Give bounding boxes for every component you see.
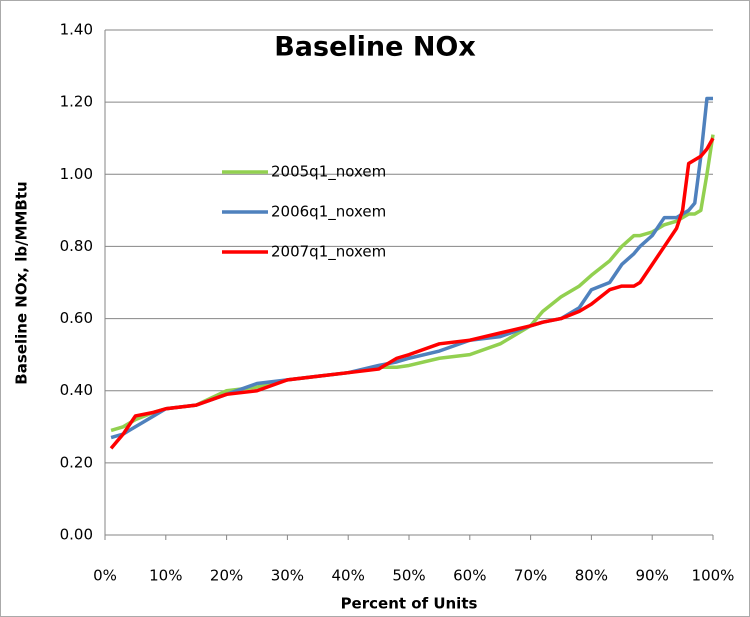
y-tick-label: 0.00 [60,526,93,544]
y-tick-label: 0.20 [60,453,93,471]
legend-label: 2007q1_noxem [271,243,386,262]
y-tick-label: 0.80 [60,237,93,255]
x-axis-label: Percent of Units [341,595,478,613]
y-tick-label: 1.00 [60,165,93,183]
legend-label: 2005q1_noxem [271,163,386,182]
x-tick-label: 40% [332,567,365,585]
y-tick-label: 1.20 [60,93,93,111]
x-tick-label: 20% [210,567,243,585]
chart-title: Baseline NOx [274,32,476,63]
legend-label: 2006q1_noxem [271,203,386,222]
x-tick-label: 30% [271,567,304,585]
y-tick-label: 1.40 [60,21,93,39]
x-tick-label: 0% [93,567,117,585]
series-line [109,137,715,450]
x-tick-label: 50% [392,567,425,585]
x-tick-label: 90% [636,567,669,585]
y-axis-label: Baseline NOx, lb/MMBtu [13,181,31,384]
y-tick-label: 0.60 [60,309,93,327]
x-tick-label: 80% [575,567,608,585]
x-tick-label: 10% [149,567,182,585]
x-tick-label: 100% [692,567,735,585]
x-tick-label: 70% [514,567,547,585]
y-tick-label: 0.40 [60,381,93,399]
x-tick-label: 60% [453,567,486,585]
